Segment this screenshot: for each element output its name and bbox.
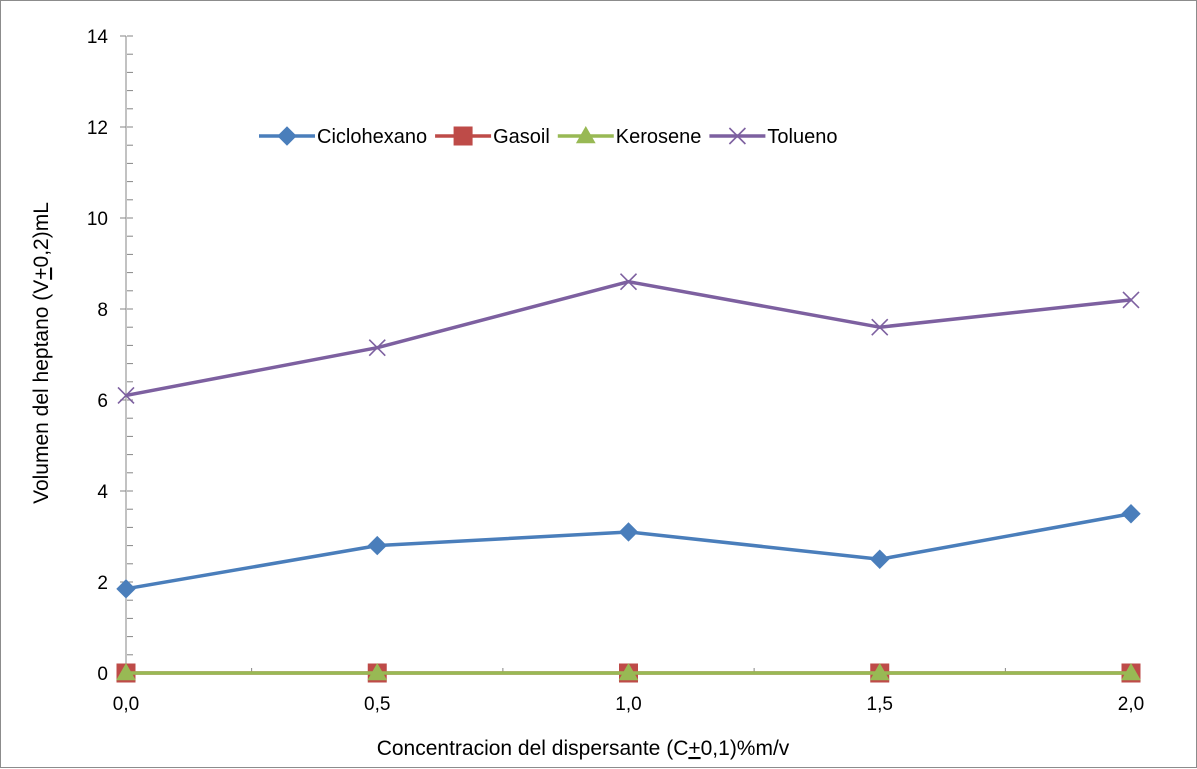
legend-item: Tolueno: [709, 126, 837, 148]
data-point: [116, 662, 136, 681]
data-point: [367, 535, 387, 556]
x-marker-stroke: [368, 339, 386, 357]
series-ciclohexano: [116, 504, 1141, 599]
legend-label: Tolueno: [767, 126, 837, 148]
data-point: [870, 549, 890, 569]
data-point: [117, 386, 135, 405]
series-layer: [116, 273, 1141, 683]
x-marker-stroke: [728, 127, 746, 145]
triangle-marker: [575, 125, 596, 144]
x-tick-label: 1,0: [615, 694, 641, 715]
y-tick-label: 12: [87, 118, 108, 139]
x-tick-label: 0,5: [364, 694, 390, 715]
diamond-marker: [277, 126, 297, 146]
data-point: [869, 662, 890, 681]
y-tick-label: 0: [97, 664, 108, 685]
data-point: [1122, 291, 1140, 309]
x-marker-stroke: [1122, 291, 1140, 309]
legend-item: Kerosene: [557, 125, 702, 148]
x-tick-label: 0,0: [113, 694, 139, 715]
data-point: [367, 662, 388, 681]
legend-item: Gasoil: [435, 126, 550, 148]
y-tick-label: 10: [87, 209, 108, 230]
series-tolueno: [117, 273, 1140, 405]
data-point: [619, 273, 638, 291]
x-tick-labels: 0,0 0,5 1,0 1,5 2,0: [113, 694, 1144, 715]
legend-label: Gasoil: [493, 126, 550, 148]
y-tick-label: 6: [97, 391, 108, 412]
data-point: [1121, 504, 1141, 524]
x-tick-label: 1,5: [867, 694, 893, 715]
legend-item: Ciclohexano: [259, 126, 427, 148]
data-point: [618, 662, 639, 681]
y-tick-label: 14: [87, 27, 109, 48]
legend: Ciclohexano Gasoil Kerosene Tolueno: [259, 125, 837, 148]
y-tick-labels: 0 2 4 6 8 10 12 14: [87, 27, 109, 685]
data-point: [116, 579, 136, 599]
data-point: [618, 522, 639, 542]
legend-label: Kerosene: [616, 126, 702, 148]
y-axis-title: Volumen del heptano (V+0,2)mL: [30, 202, 53, 504]
x-axis-title: Concentracion del dispersante (C+0,1)%m/…: [377, 737, 790, 760]
series-line: [125, 279, 1132, 398]
data-point: [368, 339, 386, 357]
y-tick-label: 8: [97, 300, 108, 321]
x-marker-stroke: [871, 318, 889, 336]
series-kerosene: [116, 662, 1141, 681]
x-marker-stroke: [619, 273, 638, 291]
data-point: [1121, 662, 1141, 681]
y-tick-label: 4: [97, 482, 108, 503]
x-tick-label: 2,0: [1118, 694, 1144, 715]
x-marker: [728, 127, 746, 145]
x-marker-stroke: [117, 386, 135, 405]
square-marker: [453, 126, 473, 146]
y-tick-label: 2: [97, 573, 108, 594]
legend-label: Ciclohexano: [317, 126, 427, 148]
data-point: [871, 318, 889, 336]
